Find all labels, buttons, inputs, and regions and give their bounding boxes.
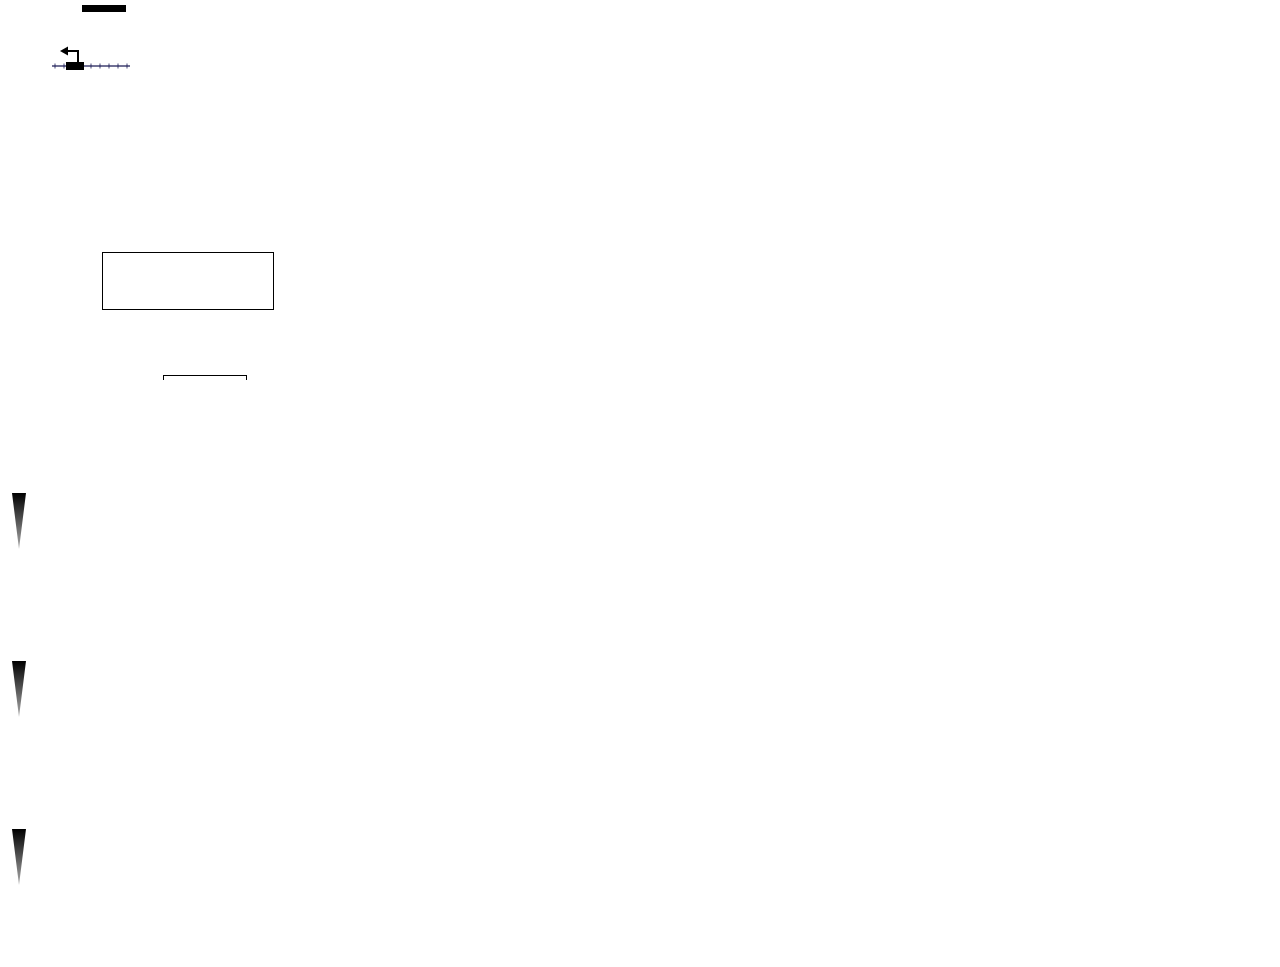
zoom-inset-wrap [38, 252, 372, 312]
line-plot-30min [72, 604, 372, 772]
gene-model-svg [52, 46, 130, 70]
closed-label [0, 610, 38, 660]
primers-track [38, 398, 372, 436]
genomic-scale-bar [82, 4, 126, 12]
closed-open-wedge-10min [0, 436, 38, 604]
inset-to-sequence-fan [55, 312, 355, 322]
panel-D [977, 0, 1280, 967]
motif-block [38, 312, 372, 398]
protection-plot-10min [38, 436, 372, 604]
chromatin-state-gutter [0, 0, 38, 967]
panel-C [675, 0, 978, 967]
y-axis-label [38, 436, 72, 604]
line-plot-10min [72, 436, 372, 604]
zoom-inset [102, 252, 274, 310]
protection-plot-60min [38, 772, 372, 967]
closed-label [0, 778, 38, 828]
closed-open-wedge-60min [0, 772, 38, 967]
motif-bracket [163, 375, 247, 380]
protection-plot-30min [38, 604, 372, 772]
open-label [0, 886, 38, 936]
line-plot-60min [72, 772, 372, 967]
gene-model [38, 40, 372, 92]
open-label [0, 550, 38, 600]
panel-B [372, 0, 675, 967]
y-axis-label [38, 772, 72, 967]
panel-A [38, 0, 372, 967]
gradient-wedge-icon [12, 493, 26, 549]
panel-header [38, 0, 372, 40]
closed-label [0, 442, 38, 492]
coverage-tracks [38, 92, 372, 240]
binding-site-sequence [38, 322, 372, 338]
zoom-connector [38, 240, 372, 252]
motif-logo [38, 338, 372, 374]
open-label [0, 718, 38, 768]
closed-open-wedge-30min [0, 604, 38, 772]
y-axis-label [38, 604, 72, 772]
scale-bar-rect [82, 5, 126, 12]
gradient-wedge-icon [12, 661, 26, 717]
gutter-spacer [0, 0, 38, 436]
gradient-wedge-icon [12, 829, 26, 885]
